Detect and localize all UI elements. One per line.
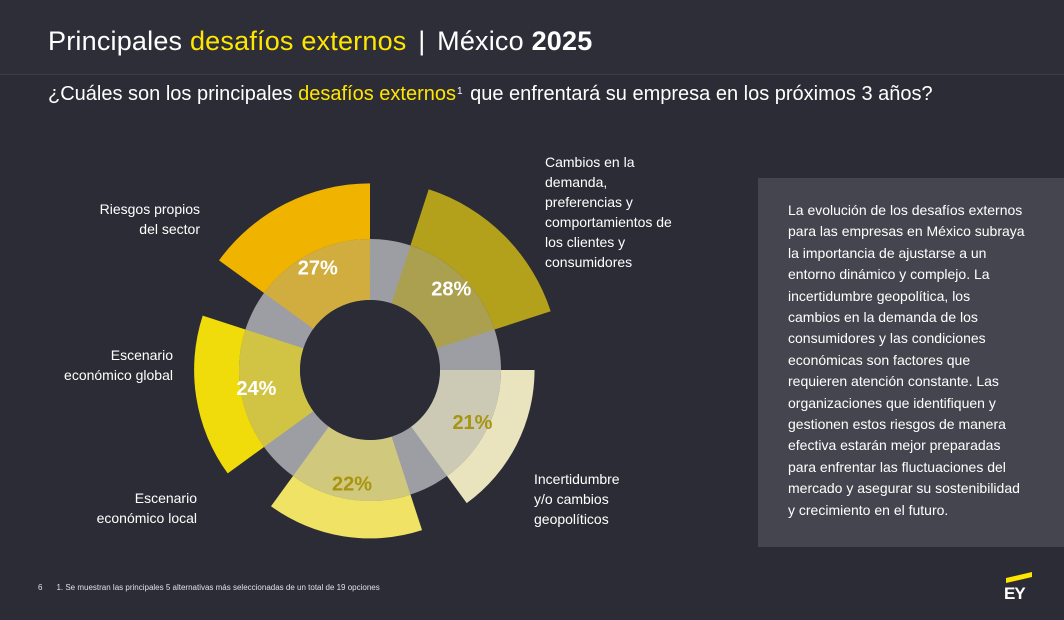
wedge-global xyxy=(194,315,265,474)
label-global: Escenario económico global xyxy=(30,345,173,385)
title-year: 2025 xyxy=(531,26,593,56)
summary-line: organizaciones que identifiquen y xyxy=(788,394,996,411)
label-cambios-line: comportamientos de xyxy=(545,214,672,230)
summary-line: la importancia de ajustarse a un xyxy=(788,244,987,261)
summary-line: entorno dinámico y complejo. La xyxy=(788,266,990,283)
wedge-inner-incertidumbre xyxy=(411,370,501,476)
footnote: 6 1. Se muestran las principales 5 altern… xyxy=(38,583,380,592)
value-label-cambios: 28% xyxy=(431,279,471,301)
summary-line: consumidores y las condiciones xyxy=(788,330,986,347)
summary-line: para las empresas en México subraya xyxy=(788,223,1025,240)
label-cambios-line: consumidores xyxy=(545,254,633,270)
footnote-mark: 1 xyxy=(457,86,463,97)
wedge-inner-riesgos xyxy=(264,239,370,329)
summary-line: efectiva estarán mejor preparadas xyxy=(788,437,1001,454)
title-country: México xyxy=(437,26,524,56)
label-incertidumbre-line: y/o cambios xyxy=(534,491,609,507)
label-cambios-line: preferencias y xyxy=(545,194,633,210)
label-riesgos-line: del sector xyxy=(139,221,200,237)
wedge-riesgos xyxy=(219,183,370,294)
label-cambios-line: demanda, xyxy=(545,174,608,190)
page-title: Principales desafíos externos | México 2… xyxy=(48,26,592,57)
title-separator: | xyxy=(418,26,426,56)
value-label-incertidumbre: 21% xyxy=(452,412,492,434)
label-global-line: Escenario xyxy=(110,347,173,363)
summary-line: gestionen estos riesgos de manera xyxy=(788,416,1006,433)
wedge-incertidumbre xyxy=(446,370,535,504)
logo-beam-icon xyxy=(1006,571,1032,584)
question-part1: ¿Cuáles son los principales xyxy=(48,83,293,105)
summary-line: para enfrentar las fluctuaciones del xyxy=(788,458,1006,475)
label-local: Escenario económico local xyxy=(40,488,197,528)
summary-line: mercado y asegurar su sostenibilidad xyxy=(788,480,1020,497)
value-label-global: 24% xyxy=(236,378,276,400)
wedge-inner-local xyxy=(293,426,411,502)
label-local-line: económico local xyxy=(96,510,197,526)
title-highlight: desafíos externos xyxy=(189,26,407,56)
label-cambios-line: los clientes y xyxy=(545,234,626,250)
polar-donut-chart: 28% 21% 22% 24% 27% xyxy=(194,183,551,539)
label-incertidumbre: Incertidumbre y/o cambios geopolíticos xyxy=(534,469,620,529)
summary-line: y crecimiento en el futuro. xyxy=(788,501,949,518)
question-highlight: desafíos externos xyxy=(298,83,456,105)
label-local-line: Escenario xyxy=(134,490,197,506)
donut-hole xyxy=(300,300,440,440)
summary-line: incertidumbre geopolítica, los xyxy=(788,287,971,304)
label-cambios: Cambios en la demanda, preferencias y co… xyxy=(545,152,672,272)
label-cambios-line: Cambios en la xyxy=(545,154,635,170)
label-incertidumbre-line: Incertidumbre xyxy=(534,471,620,487)
label-incertidumbre-line: geopolíticos xyxy=(534,511,609,527)
summary-textbox: La evolución de los desafíos externos pa… xyxy=(758,178,1064,547)
page-number: 6 xyxy=(38,583,43,592)
wedge-inner-cambios xyxy=(391,245,495,349)
wedge-inner-global xyxy=(238,329,314,447)
wedge-cambios xyxy=(410,189,551,330)
ey-logo: EY xyxy=(1000,571,1036,605)
label-global-line: económico global xyxy=(64,367,173,383)
title-part1: Principales xyxy=(48,26,183,56)
survey-question: ¿Cuáles son los principales desafíos ext… xyxy=(48,83,933,106)
question-part2: que enfrentará su empresa en los próximo… xyxy=(470,83,933,105)
footnote-text: 1. Se muestran las principales 5 alterna… xyxy=(56,583,380,592)
summary-line: cambios en la demanda de los xyxy=(788,309,978,326)
value-label-local: 22% xyxy=(332,474,372,496)
wedge-local xyxy=(271,475,423,539)
summary-line: La evolución de los desafíos externos xyxy=(788,202,1023,218)
summary-line: económicas son factores que xyxy=(788,351,971,368)
value-label-riesgos: 27% xyxy=(298,258,338,280)
header-bar: Principales desafíos externos | México 2… xyxy=(0,0,1064,75)
label-riesgos: Riesgos propios del sector xyxy=(40,199,200,239)
summary-line: requieren atención constante. Las xyxy=(788,373,999,390)
logo-text: EY xyxy=(1004,584,1026,603)
label-riesgos-line: Riesgos propios xyxy=(99,201,200,217)
